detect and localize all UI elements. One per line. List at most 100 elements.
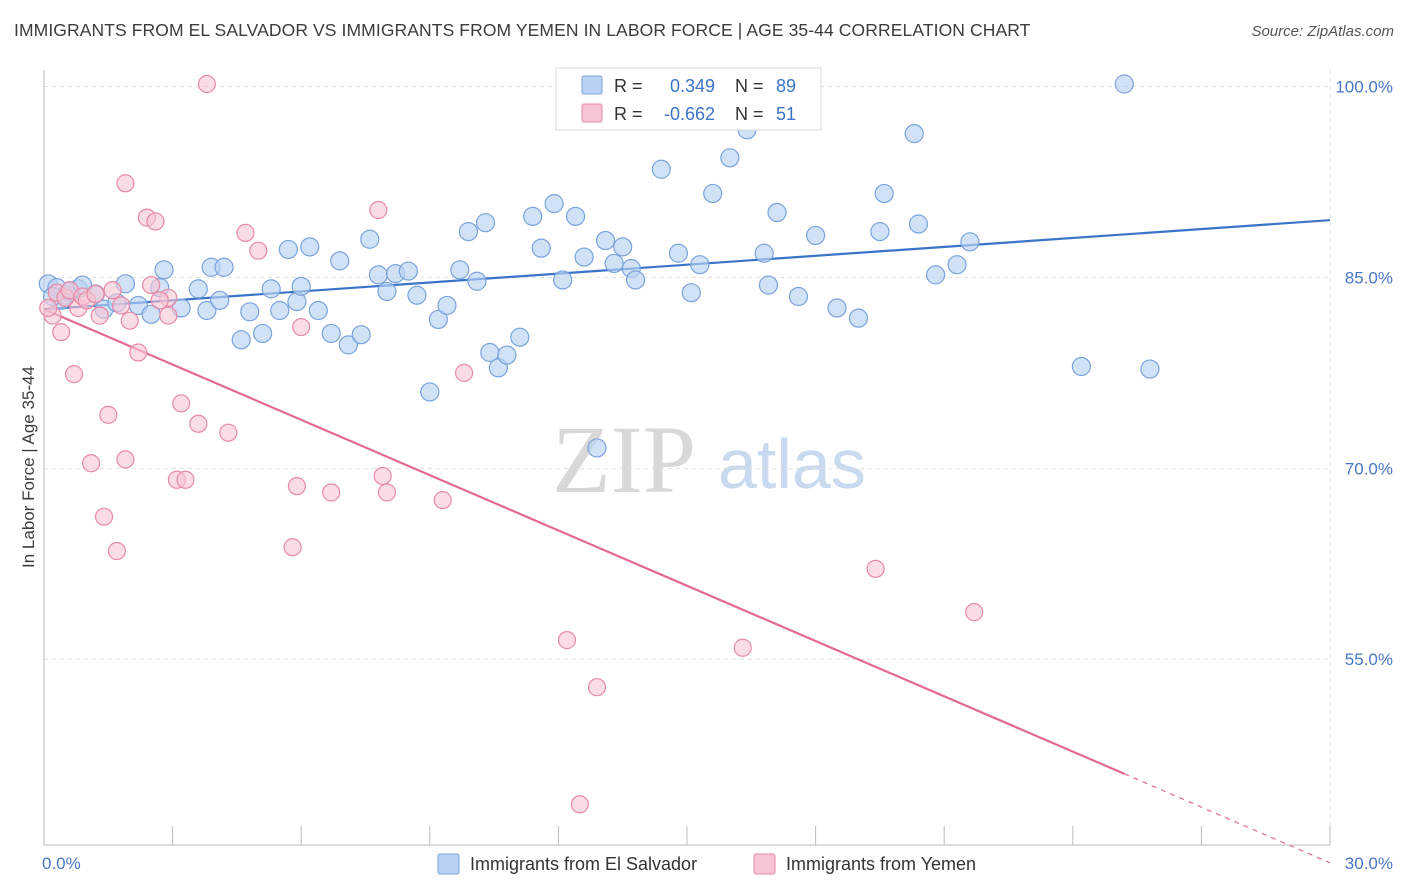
series-yemen-points — [39, 74, 984, 814]
point-yemen-15 — [107, 541, 126, 561]
point-yemen-14 — [103, 281, 122, 300]
point-el-salvador-32 — [330, 251, 350, 271]
point-yemen-33 — [249, 241, 268, 260]
point-el-salvador-44 — [450, 260, 470, 280]
series-el-salvador-points — [38, 74, 1160, 458]
point-yemen-46 — [733, 638, 752, 657]
y-axis-title: In Labor Force | Age 35-44 — [19, 366, 38, 568]
point-el-salvador-40 — [407, 285, 427, 305]
point-yemen-42 — [454, 363, 474, 382]
point-yemen-37 — [322, 483, 341, 502]
x-tick-labels: 0.0% 30.0% — [42, 854, 1393, 873]
bottom-legend-label-blue: Immigrants from El Salvador — [470, 854, 697, 874]
point-yemen-2 — [52, 323, 71, 342]
point-el-salvador-22 — [240, 302, 260, 322]
point-el-salvador-73 — [767, 202, 787, 223]
point-el-salvador-29 — [300, 237, 320, 257]
bottom-legend-swatch-blue — [437, 853, 460, 875]
point-el-salvador-23 — [253, 323, 273, 344]
point-el-salvador-16 — [188, 279, 208, 299]
point-el-salvador-17 — [197, 300, 217, 321]
point-el-salvador-58 — [587, 438, 607, 458]
point-yemen-17 — [116, 450, 135, 469]
point-el-salvador-30 — [308, 300, 328, 321]
point-el-salvador-74 — [788, 286, 809, 307]
point-yemen-28 — [176, 470, 195, 489]
y-tick-labels: 100.0% 85.0% 70.0% 55.0% — [1335, 78, 1393, 670]
chart-title: IMMIGRANTS FROM EL SALVADOR VS IMMIGRANT… — [14, 20, 1031, 40]
legend-r-value-pink: -0.662 — [664, 104, 715, 124]
point-el-salvador-82 — [926, 265, 946, 285]
point-yemen-12 — [94, 507, 114, 526]
point-yemen-13 — [99, 405, 118, 424]
legend-n-label-pink: N = — [735, 104, 764, 124]
point-yemen-30 — [197, 74, 216, 94]
point-yemen-5 — [64, 365, 84, 384]
point-yemen-9 — [82, 454, 101, 473]
point-el-salvador-26 — [278, 239, 298, 260]
point-yemen-47 — [866, 559, 885, 578]
point-yemen-39 — [373, 466, 392, 486]
point-yemen-23 — [146, 212, 165, 231]
point-yemen-35 — [287, 477, 307, 496]
point-yemen-32 — [236, 223, 255, 242]
point-yemen-20 — [129, 343, 148, 362]
point-yemen-16 — [112, 296, 131, 315]
point-el-salvador-53 — [531, 238, 551, 258]
point-el-salvador-46 — [467, 271, 487, 291]
trend-line-yemen-extension — [1124, 773, 1331, 864]
series-legend: Immigrants from El Salvador Immigrants f… — [437, 853, 976, 875]
point-yemen-11 — [90, 306, 109, 325]
point-el-salvador-43 — [437, 295, 457, 316]
watermark-zip: ZIP — [552, 406, 696, 513]
point-el-salvador-39 — [398, 261, 418, 281]
point-el-salvador-37 — [377, 281, 397, 302]
point-yemen-29 — [189, 414, 208, 433]
point-el-salvador-34 — [351, 325, 371, 345]
y-tick-label-3: 55.0% — [1345, 650, 1393, 669]
point-el-salvador-78 — [870, 222, 890, 242]
point-el-salvador-71 — [754, 243, 774, 263]
point-yemen-27 — [172, 394, 191, 413]
point-el-salvador-69 — [720, 148, 740, 168]
point-el-salvador-51 — [510, 327, 530, 347]
point-el-salvador-45 — [458, 222, 478, 242]
point-el-salvador-87 — [1140, 359, 1160, 379]
point-el-salvador-61 — [613, 237, 633, 257]
point-el-salvador-21 — [231, 330, 251, 350]
point-yemen-38 — [369, 200, 388, 220]
legend-n-label-blue: N = — [735, 76, 764, 96]
point-el-salvador-50 — [497, 345, 517, 365]
point-yemen-10 — [86, 284, 105, 304]
y-tick-label-2: 70.0% — [1345, 459, 1393, 478]
x-tick-label-1: 30.0% — [1345, 854, 1393, 873]
point-yemen-34 — [283, 538, 302, 557]
point-el-salvador-86 — [1114, 74, 1134, 94]
point-el-salvador-47 — [475, 213, 496, 233]
trend-lines — [43, 219, 1331, 864]
point-el-salvador-36 — [368, 265, 388, 285]
point-el-salvador-54 — [544, 194, 564, 214]
source-credit: Source: ZipAtlas.com — [1251, 23, 1394, 40]
point-el-salvador-84 — [960, 232, 980, 252]
point-yemen-41 — [433, 491, 452, 510]
point-el-salvador-66 — [681, 283, 701, 303]
point-el-salvador-35 — [360, 229, 380, 249]
point-yemen-43 — [557, 631, 577, 650]
point-el-salvador-81 — [908, 214, 929, 234]
point-el-salvador-52 — [523, 206, 543, 226]
legend-n-value-pink: 51 — [776, 104, 796, 124]
point-el-salvador-76 — [827, 298, 847, 318]
point-el-salvador-68 — [703, 183, 723, 204]
point-el-salvador-56 — [565, 206, 586, 226]
point-el-salvador-79 — [874, 183, 894, 204]
point-yemen-31 — [219, 423, 238, 442]
point-el-salvador-77 — [848, 308, 869, 328]
x-tick-label-0: 0.0% — [42, 854, 81, 873]
point-el-salvador-72 — [758, 275, 779, 295]
bottom-legend-label-pink: Immigrants from Yemen — [786, 854, 976, 874]
point-el-salvador-59 — [595, 230, 616, 251]
point-el-salvador-64 — [651, 159, 671, 179]
point-el-salvador-41 — [420, 382, 440, 402]
